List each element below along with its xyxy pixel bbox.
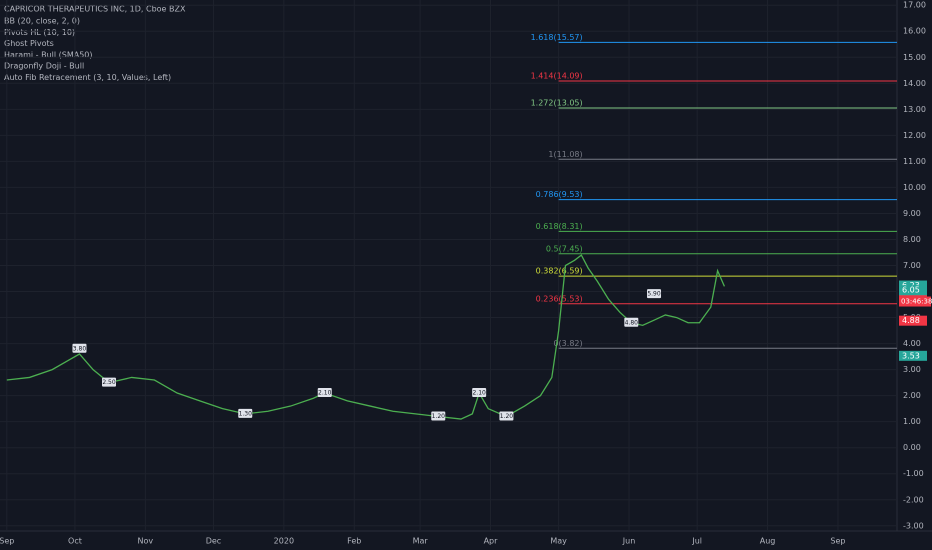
price-badge (899, 350, 927, 361)
y-tick-label: 16.00 (903, 27, 926, 36)
y-tick-label: -3.00 (903, 521, 924, 530)
pivot-label: 2.10 (472, 390, 486, 397)
pivot-marker (72, 343, 87, 353)
fib-label: 0(3.82) (553, 339, 582, 348)
pivot-label: 1.20 (500, 413, 514, 420)
indicator-label: Auto Fib Retracement (3, 10, Values, Lef… (4, 73, 171, 82)
x-tick-label: Nov (138, 537, 154, 546)
fib-label: 0.236(5.53) (536, 294, 583, 303)
y-tick-label: -2.00 (903, 495, 924, 504)
indicator-label: Harami - Bull (SMA50) (4, 50, 93, 59)
indicator-label: Ghost Pivots (4, 39, 54, 48)
pivot-label: 1.20 (432, 413, 446, 420)
y-tick-label: 11.00 (903, 157, 926, 166)
y-tick-label: 8.00 (903, 235, 921, 244)
pivot-marker (499, 411, 514, 421)
y-tick-label: 7.00 (903, 261, 921, 270)
y-tick-label: -1.00 (903, 469, 924, 478)
fib-label: 0.618(8.31) (536, 222, 583, 231)
x-tick-label: Oct (68, 537, 82, 546)
fib-label: 1(11.08) (548, 150, 582, 159)
pivot-marker (238, 408, 253, 418)
fib-label: 0.382(6.59) (536, 267, 583, 276)
y-tick-label: 2.00 (903, 391, 921, 400)
fib-label: 1.414(14.09) (531, 71, 583, 80)
x-tick-label: Dec (206, 537, 221, 546)
price-badge-label: 4.88 (902, 316, 920, 325)
price-badge-label: 3.53 (902, 351, 920, 360)
x-tick-label: Sep (0, 537, 14, 546)
indicator-label: BB (20, close, 2, 0) (4, 17, 80, 26)
y-tick-label: 14.00 (903, 79, 926, 88)
x-tick-label: Sep (830, 537, 845, 546)
x-tick-label: Aug (760, 537, 776, 546)
x-tick-label: Jun (622, 537, 636, 546)
chart-title: CAPRICOR THERAPEUTICS INC, 1D, Cboe BZX (4, 5, 186, 14)
pivot-label: 4.80 (625, 319, 639, 326)
pivot-marker (102, 377, 117, 387)
fib-label: 0.786(9.53) (536, 190, 583, 199)
y-tick-label: 9.00 (903, 209, 921, 218)
pivot-label: 3.80 (73, 345, 87, 352)
pivot-label: 2.10 (318, 390, 332, 397)
countdown-label: 03:46:38 (901, 298, 932, 306)
price-badge (899, 315, 927, 326)
pivot-marker (472, 388, 487, 398)
x-tick-label: Apr (484, 537, 499, 546)
price-line (6, 254, 726, 420)
fib-label: 0.5(7.45) (546, 244, 583, 253)
x-tick-label: Feb (347, 537, 361, 546)
y-tick-label: 4.00 (903, 339, 921, 348)
indicator-label: Pivots HL (10, 10) (4, 28, 75, 37)
indicator-label: Dragonfly Doji - Bull (4, 62, 84, 71)
pivot-label: 5.90 (647, 291, 661, 298)
pivot-marker (624, 317, 639, 327)
y-tick-label: 1.00 (903, 417, 921, 426)
x-tick-label: May (550, 537, 567, 546)
pivot-marker (647, 289, 662, 299)
y-tick-label: 13.00 (903, 105, 926, 114)
pivot-marker (317, 388, 332, 398)
price-badge (899, 285, 927, 296)
fib-label: 1.618(15.57) (531, 33, 583, 42)
fib-label: 1.272(13.05) (531, 99, 583, 108)
y-tick-label: 12.00 (903, 131, 926, 140)
pivot-label: 2.50 (102, 379, 116, 386)
y-tick-label: 0.00 (903, 443, 921, 452)
y-tick-label: 17.00 (903, 1, 926, 10)
pivot-label: 1.30 (239, 410, 253, 417)
x-tick-label: Mar (413, 537, 429, 546)
pivot-marker (431, 411, 446, 421)
x-tick-label: Jul (691, 537, 702, 546)
y-tick-label: 15.00 (903, 53, 926, 62)
countdown-badge (899, 296, 931, 307)
price-badge-label: 6.05 (902, 286, 920, 295)
x-tick-label: 2020 (274, 537, 294, 546)
y-tick-label: 3.00 (903, 365, 921, 374)
y-tick-label: 10.00 (903, 183, 926, 192)
